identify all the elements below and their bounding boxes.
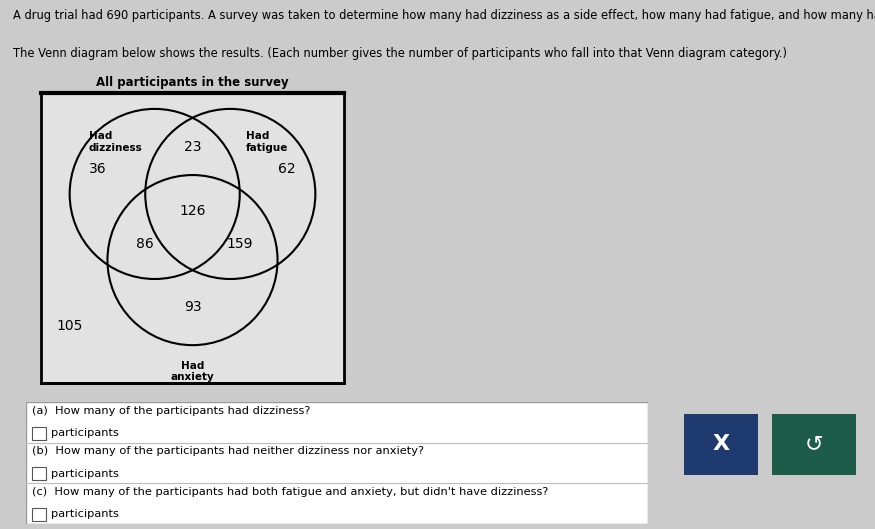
Text: The Venn diagram below shows the results. (Each number gives the number of parti: The Venn diagram below shows the results… [13, 47, 787, 60]
Text: 126: 126 [179, 204, 206, 218]
Text: 23: 23 [184, 140, 201, 154]
FancyBboxPatch shape [32, 427, 46, 440]
Text: 93: 93 [184, 300, 201, 314]
FancyBboxPatch shape [32, 468, 46, 480]
Text: A drug trial had 690 participants. A survey was taken to determine how many had : A drug trial had 690 participants. A sur… [13, 8, 875, 22]
Text: ↺: ↺ [804, 434, 823, 454]
Text: (b)  How many of the participants had neither dizziness nor anxiety?: (b) How many of the participants had nei… [32, 446, 424, 456]
Text: 159: 159 [227, 238, 253, 251]
Text: 62: 62 [278, 162, 296, 176]
Text: Had
dizziness: Had dizziness [88, 131, 143, 152]
Text: participants: participants [51, 509, 119, 519]
FancyBboxPatch shape [32, 508, 46, 521]
Text: participants: participants [51, 469, 119, 479]
Text: All participants in the survey: All participants in the survey [96, 76, 289, 89]
Text: (c)  How many of the participants had both fatigue and anxiety, but didn't have : (c) How many of the participants had bot… [32, 487, 549, 497]
FancyBboxPatch shape [26, 402, 648, 524]
Text: Had
anxiety: Had anxiety [171, 361, 214, 382]
Text: (a)  How many of the participants had dizziness?: (a) How many of the participants had diz… [32, 406, 311, 416]
Text: 36: 36 [89, 162, 107, 176]
Text: participants: participants [51, 428, 119, 438]
Text: X: X [712, 434, 730, 454]
Text: 86: 86 [136, 238, 154, 251]
Text: Had
fatigue: Had fatigue [246, 131, 289, 152]
FancyBboxPatch shape [684, 414, 758, 475]
FancyBboxPatch shape [772, 414, 856, 475]
Text: 105: 105 [57, 319, 83, 333]
